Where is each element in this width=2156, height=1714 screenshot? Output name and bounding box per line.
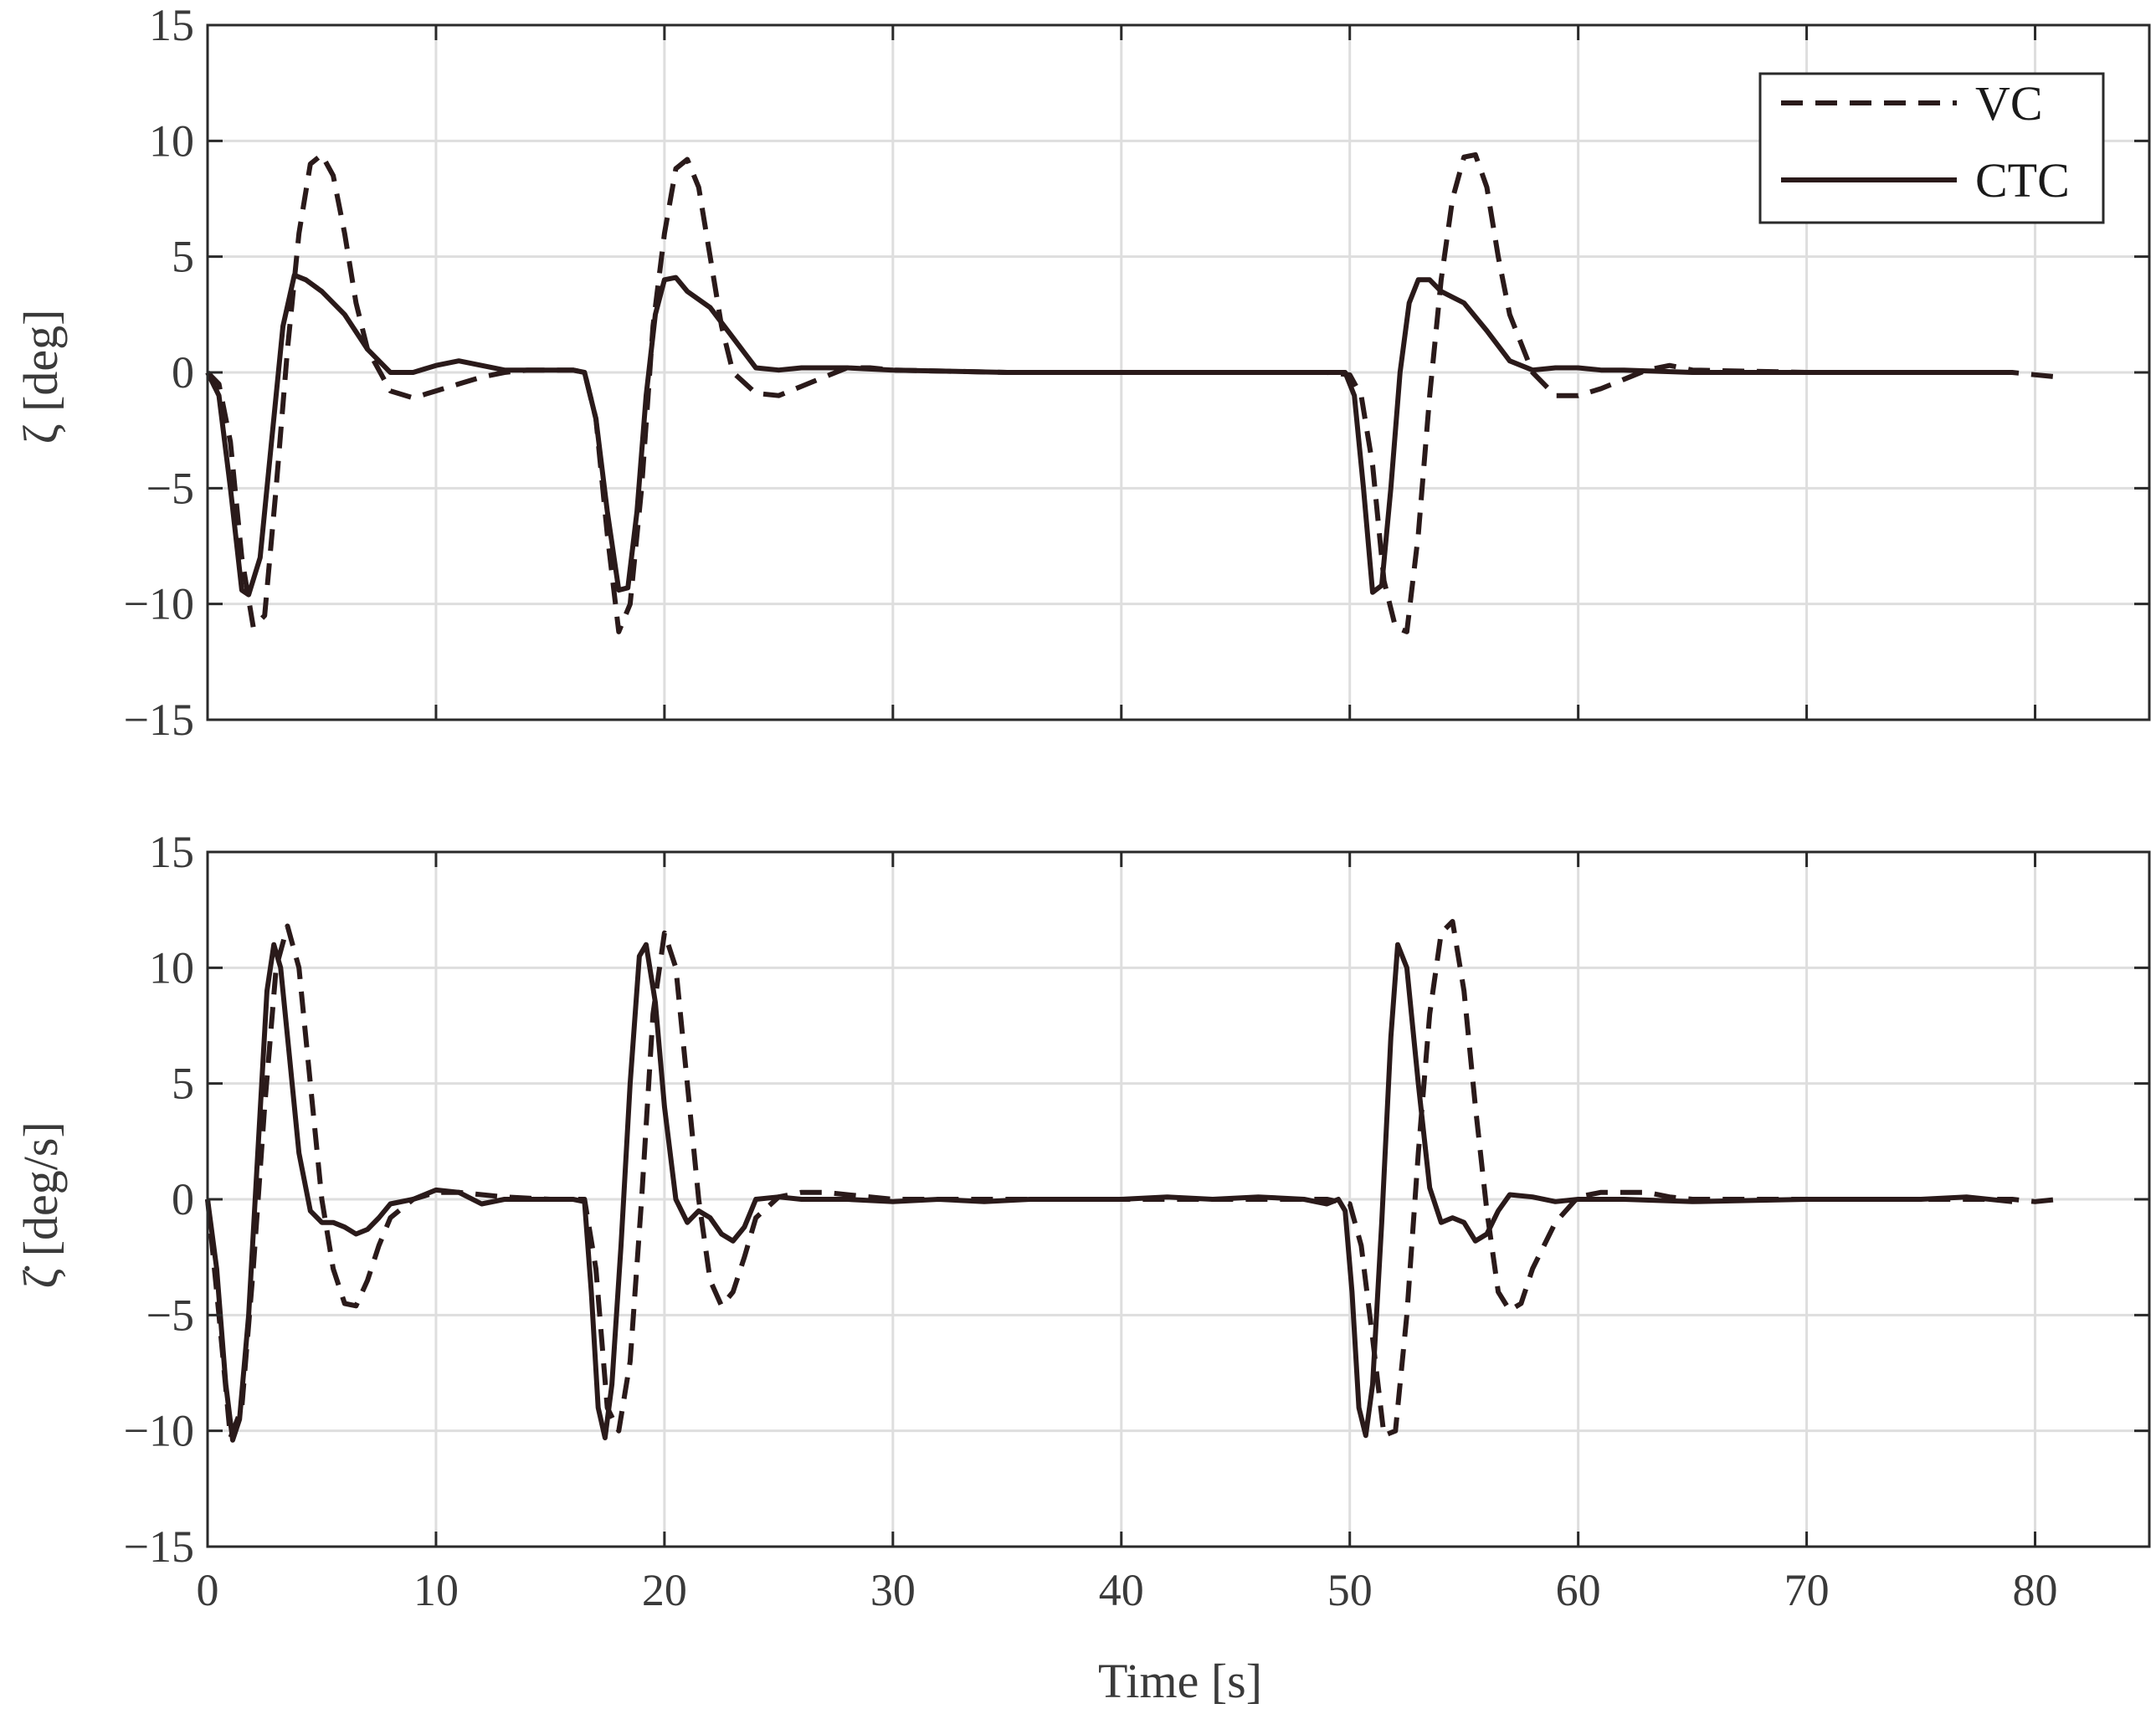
x-tick-label: 60 — [1556, 1565, 1601, 1615]
x-tick-label: 0 — [197, 1565, 219, 1615]
bottom-subplot: −15 −10 −5 0 5 10 15 0 10 20 30 40 50 60 70 80 — [124, 827, 2151, 1615]
legend-box — [1758, 72, 2105, 224]
x-tick-label: 10 — [413, 1565, 459, 1615]
x-tick-label: 40 — [1099, 1565, 1144, 1615]
x-tick-label: 30 — [870, 1565, 916, 1615]
x-axis-label: Time [s] — [1098, 1654, 1262, 1708]
y-tick-label: 15 — [149, 827, 194, 877]
y-tick-label: −10 — [124, 1406, 194, 1456]
series-line-ctc — [205, 272, 2013, 598]
x-tick-label: 70 — [1784, 1565, 1830, 1615]
y-tick-label: −5 — [146, 1290, 194, 1340]
y-tick-label: 0 — [172, 1174, 194, 1224]
y-tick-label: −15 — [124, 1522, 194, 1572]
y-tick-label: 5 — [172, 232, 194, 282]
series-line-ctc — [205, 942, 2013, 1443]
legend: VC CTC — [1758, 72, 2105, 224]
top-ylabel: ζ [deg] — [13, 310, 68, 444]
legend-label-vc: VC — [1975, 76, 2043, 131]
x-tick-label: 80 — [2013, 1565, 2058, 1615]
y-tick-label: −10 — [124, 579, 194, 629]
x-tick-label: 50 — [1327, 1565, 1373, 1615]
bottom-ylabel: ζ̇ [deg/s] — [13, 1121, 68, 1289]
y-tick-label: −15 — [124, 695, 194, 745]
y-tick-label: 10 — [149, 942, 194, 993]
series-line-vc — [205, 919, 2059, 1440]
series-line-vc — [205, 151, 2059, 634]
legend-label-ctc: CTC — [1975, 153, 2070, 208]
y-tick-label: 15 — [149, 0, 194, 50]
y-tick-label: 10 — [149, 115, 194, 166]
y-tick-label: −5 — [146, 463, 194, 513]
y-tick-label: 0 — [172, 347, 194, 398]
top-subplot: −15 −10 −5 0 5 10 15 — [124, 0, 2151, 745]
x-tick-label: 20 — [642, 1565, 687, 1615]
y-tick-label: 5 — [172, 1059, 194, 1109]
